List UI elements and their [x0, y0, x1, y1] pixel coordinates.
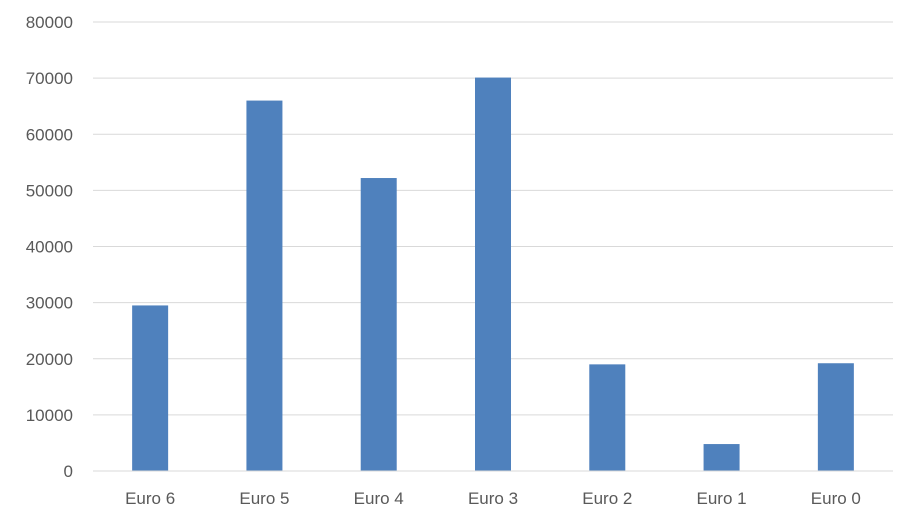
y-tick-label: 10000 — [26, 406, 73, 425]
bar-euro-5 — [246, 100, 283, 471]
x-tick-label: Euro 4 — [354, 489, 404, 508]
x-tick-label: Euro 5 — [239, 489, 289, 508]
bar-euro-3 — [475, 77, 511, 471]
y-tick-label: 40000 — [26, 238, 73, 257]
bar-euro-6 — [132, 305, 169, 471]
y-tick-label: 80000 — [26, 13, 73, 32]
x-axis-tick-labels: Euro 6 Euro 5 Euro 4 Euro 3 Euro 2 Euro 1 Euro… — [125, 489, 861, 508]
x-tick-label: Euro 6 — [125, 489, 175, 508]
y-tick-label: 0 — [64, 462, 73, 481]
y-tick-label: 20000 — [26, 350, 73, 369]
x-tick-label: Euro 1 — [697, 489, 747, 508]
y-tick-label: 50000 — [26, 181, 73, 200]
x-tick-label: Euro 3 — [468, 489, 518, 508]
bar-euro-0 — [817, 363, 854, 471]
y-tick-label: 30000 — [26, 294, 73, 313]
y-tick-label: 60000 — [26, 125, 73, 144]
y-tick-label: 70000 — [26, 69, 73, 88]
x-tick-label: Euro 2 — [582, 489, 632, 508]
x-tick-label: Euro 0 — [811, 489, 861, 508]
bars — [132, 77, 854, 471]
y-axis-tick-labels: 0 10000 20000 30000 40000 50000 60000 70000 8000… — [26, 13, 73, 481]
bar-euro-2 — [589, 364, 626, 471]
bar-euro-1 — [703, 444, 740, 471]
bar-euro-4 — [360, 178, 397, 471]
